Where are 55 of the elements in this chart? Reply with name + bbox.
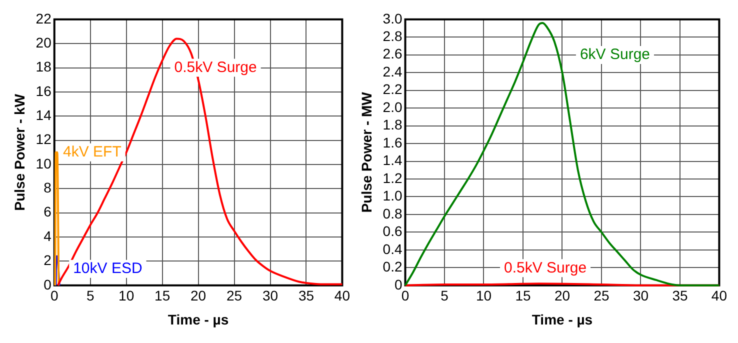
series-label: 0.5kV Surge — [174, 58, 257, 76]
series-label: 6kV Surge — [580, 46, 650, 64]
x-tick-label: 5 — [86, 288, 94, 304]
x-tick-label: 25 — [594, 288, 610, 304]
y-tick-label: 4 — [44, 228, 52, 244]
x-tick-label: 40 — [711, 288, 728, 304]
y-tick-label: 2.8 — [382, 28, 402, 44]
y-tick-label: 2 — [44, 252, 52, 268]
x-tick-label: 30 — [262, 288, 278, 304]
y-tick-label: 6 — [44, 204, 52, 220]
x-tick-label: 35 — [298, 288, 314, 304]
x-tick-label: 40 — [334, 288, 350, 304]
y-tick-label: 8 — [44, 180, 52, 196]
y-tick-label: 0.2 — [382, 258, 402, 275]
y-tick-label: 14 — [36, 106, 52, 123]
x-tick-label: 15 — [515, 288, 531, 304]
x-axis-title: Time - µs — [532, 311, 593, 328]
series-label: 10kV ESD — [73, 260, 142, 278]
line-series — [404, 22, 720, 286]
x-tick-label: 25 — [226, 288, 242, 304]
y-tick-label: 10 — [36, 155, 52, 172]
y-tick-label: 1.2 — [382, 170, 402, 186]
y-axis-title: Pulse Power - MW — [358, 91, 374, 213]
y-tick-label: 20 — [36, 34, 52, 50]
x-tick-label: 30 — [632, 288, 649, 304]
x-tick-label: 10 — [118, 288, 134, 304]
x-tick-label: 10 — [476, 288, 492, 304]
y-tick-label: 16 — [36, 82, 52, 99]
y-tick-label: 1.8 — [382, 116, 402, 133]
x-tick-label: 5 — [440, 288, 449, 304]
x-axis-title: Time - µs — [168, 311, 229, 328]
y-tick-label: 1.0 — [382, 188, 402, 204]
y-tick-label: 2.6 — [382, 46, 402, 62]
series-label: 4kV EFT — [63, 144, 122, 161]
series-label: 0.5kV Surge — [504, 259, 587, 276]
y-tick-label: 12 — [36, 131, 52, 148]
y-tick-label: 2.4 — [382, 63, 402, 80]
y-tick-label: 1.6 — [382, 134, 402, 150]
y-tick-label: 0.6 — [382, 223, 402, 240]
line-series — [56, 38, 344, 286]
y-tick-label: 22 — [36, 10, 52, 26]
x-tick-label: 15 — [154, 288, 170, 304]
y-tick-label: 2.0 — [382, 98, 402, 115]
y-tick-label: 18 — [36, 58, 52, 75]
x-tick-label: 20 — [554, 288, 570, 304]
y-tick-label: 0.4 — [382, 240, 402, 257]
y-tick-label: 0 — [44, 276, 52, 292]
y-axis-title: Pulse Power - kW — [11, 93, 28, 211]
x-tick-label: 35 — [672, 288, 688, 304]
y-tick-label: 3.0 — [382, 10, 402, 26]
y-tick-label: 1.4 — [382, 152, 402, 168]
y-tick-label: 0.8 — [382, 205, 402, 222]
y-tick-label: 0 — [394, 276, 402, 292]
x-tick-label: 20 — [190, 288, 206, 304]
y-tick-label: 2.2 — [382, 81, 402, 98]
